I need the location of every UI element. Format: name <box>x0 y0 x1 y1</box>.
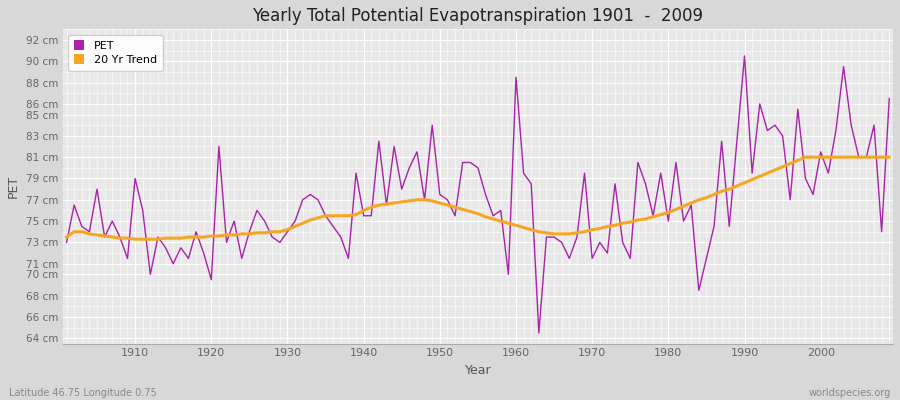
Title: Yearly Total Potential Evapotranspiration 1901  -  2009: Yearly Total Potential Evapotranspiratio… <box>252 7 704 25</box>
X-axis label: Year: Year <box>464 364 491 377</box>
Y-axis label: PET: PET <box>7 175 20 198</box>
Legend: PET, 20 Yr Trend: PET, 20 Yr Trend <box>68 35 163 71</box>
Text: Latitude 46.75 Longitude 0.75: Latitude 46.75 Longitude 0.75 <box>9 388 157 398</box>
Text: worldspecies.org: worldspecies.org <box>809 388 891 398</box>
